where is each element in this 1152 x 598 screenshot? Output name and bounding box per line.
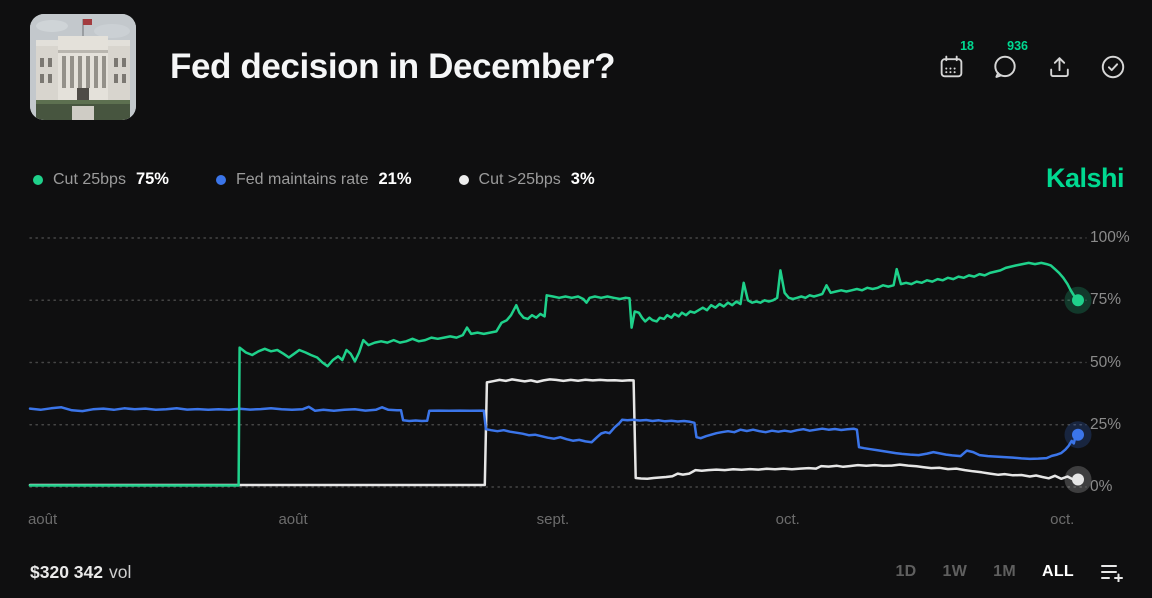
series-endpoint-cut-25bps <box>1072 473 1084 486</box>
volume-unit: vol <box>109 562 132 582</box>
legend-value: 3% <box>570 170 595 188</box>
x-axis-label-1: août <box>278 511 308 528</box>
series-endpoint-cut-25bps <box>1072 294 1084 307</box>
legend-dot-green <box>33 174 43 185</box>
y-axis-label-50: 50% <box>1090 353 1122 371</box>
legend-value: 75% <box>135 170 169 188</box>
share-icon <box>1049 56 1069 77</box>
legend-item-cut-gt-25bps: Cut >25bps 3% <box>458 170 595 189</box>
x-axis-label-0: août <box>27 511 58 528</box>
volume-readout: $320 342 vol <box>30 562 131 583</box>
legend-label: Cut >25bps <box>478 170 561 188</box>
series-line-fed-maintains-rate <box>28 405 1080 461</box>
legend-label: Cut 25bps <box>53 170 126 188</box>
comments-icon <box>994 55 1016 78</box>
y-axis-label-25: 25% <box>1090 415 1122 433</box>
kalshi-logo: Kalshi <box>1045 163 1125 193</box>
chart-legend: Cut 25bps 75% Fed maintains rate 21% Cut… <box>33 170 595 189</box>
market-thumbnail <box>30 14 136 120</box>
range-button-1d[interactable]: 1D <box>895 563 917 580</box>
legend-item-fed-maintains-rate: Fed maintains rate 21% <box>215 170 412 189</box>
volume-value: $320 342 <box>30 562 103 582</box>
legend-dot-blue <box>215 174 226 185</box>
check-circle-icon <box>1101 55 1125 79</box>
legend-item-cut-25bps: Cut 25bps 75% <box>33 170 169 189</box>
calendar-badge: 18 <box>960 39 974 53</box>
series-endpoint-fed-maintains-rate <box>1072 428 1084 441</box>
series-line-cut-25bps <box>28 261 1080 487</box>
comments-badge: 936 <box>1007 39 1028 53</box>
x-axis-label-2: sept. <box>536 511 570 528</box>
calendar-icon <box>940 55 962 77</box>
y-axis-label-75: 75% <box>1090 291 1122 309</box>
y-axis-label-100: 100% <box>1090 229 1130 246</box>
legend-dot-white <box>458 174 469 185</box>
playlist-add-icon <box>1101 565 1123 582</box>
legend-label: Fed maintains rate <box>235 170 369 188</box>
header-actions: 18 936 <box>936 39 1128 82</box>
range-button-1w[interactable]: 1W <box>942 563 968 580</box>
time-range-selector: 1D 1W 1M ALL <box>895 562 1124 582</box>
comments-button[interactable]: 936 <box>990 39 1028 82</box>
page-title: Fed decision in December? <box>170 47 616 86</box>
legend-value: 21% <box>378 170 412 188</box>
range-button-all[interactable]: ALL <box>1041 563 1074 580</box>
fed-building-image <box>30 14 136 120</box>
resolution-button[interactable] <box>1098 52 1128 82</box>
x-axis-label-4: oct. <box>1050 511 1075 528</box>
range-button-1m[interactable]: 1M <box>993 563 1016 580</box>
x-axis-label-3: oct. <box>775 511 800 528</box>
series-line-cut-25bps <box>28 378 1080 487</box>
add-to-watchlist-button[interactable] <box>1100 562 1124 582</box>
calendar-button[interactable]: 18 <box>936 39 974 82</box>
share-button[interactable] <box>1044 52 1074 82</box>
y-axis-label-0: 0% <box>1090 478 1113 495</box>
